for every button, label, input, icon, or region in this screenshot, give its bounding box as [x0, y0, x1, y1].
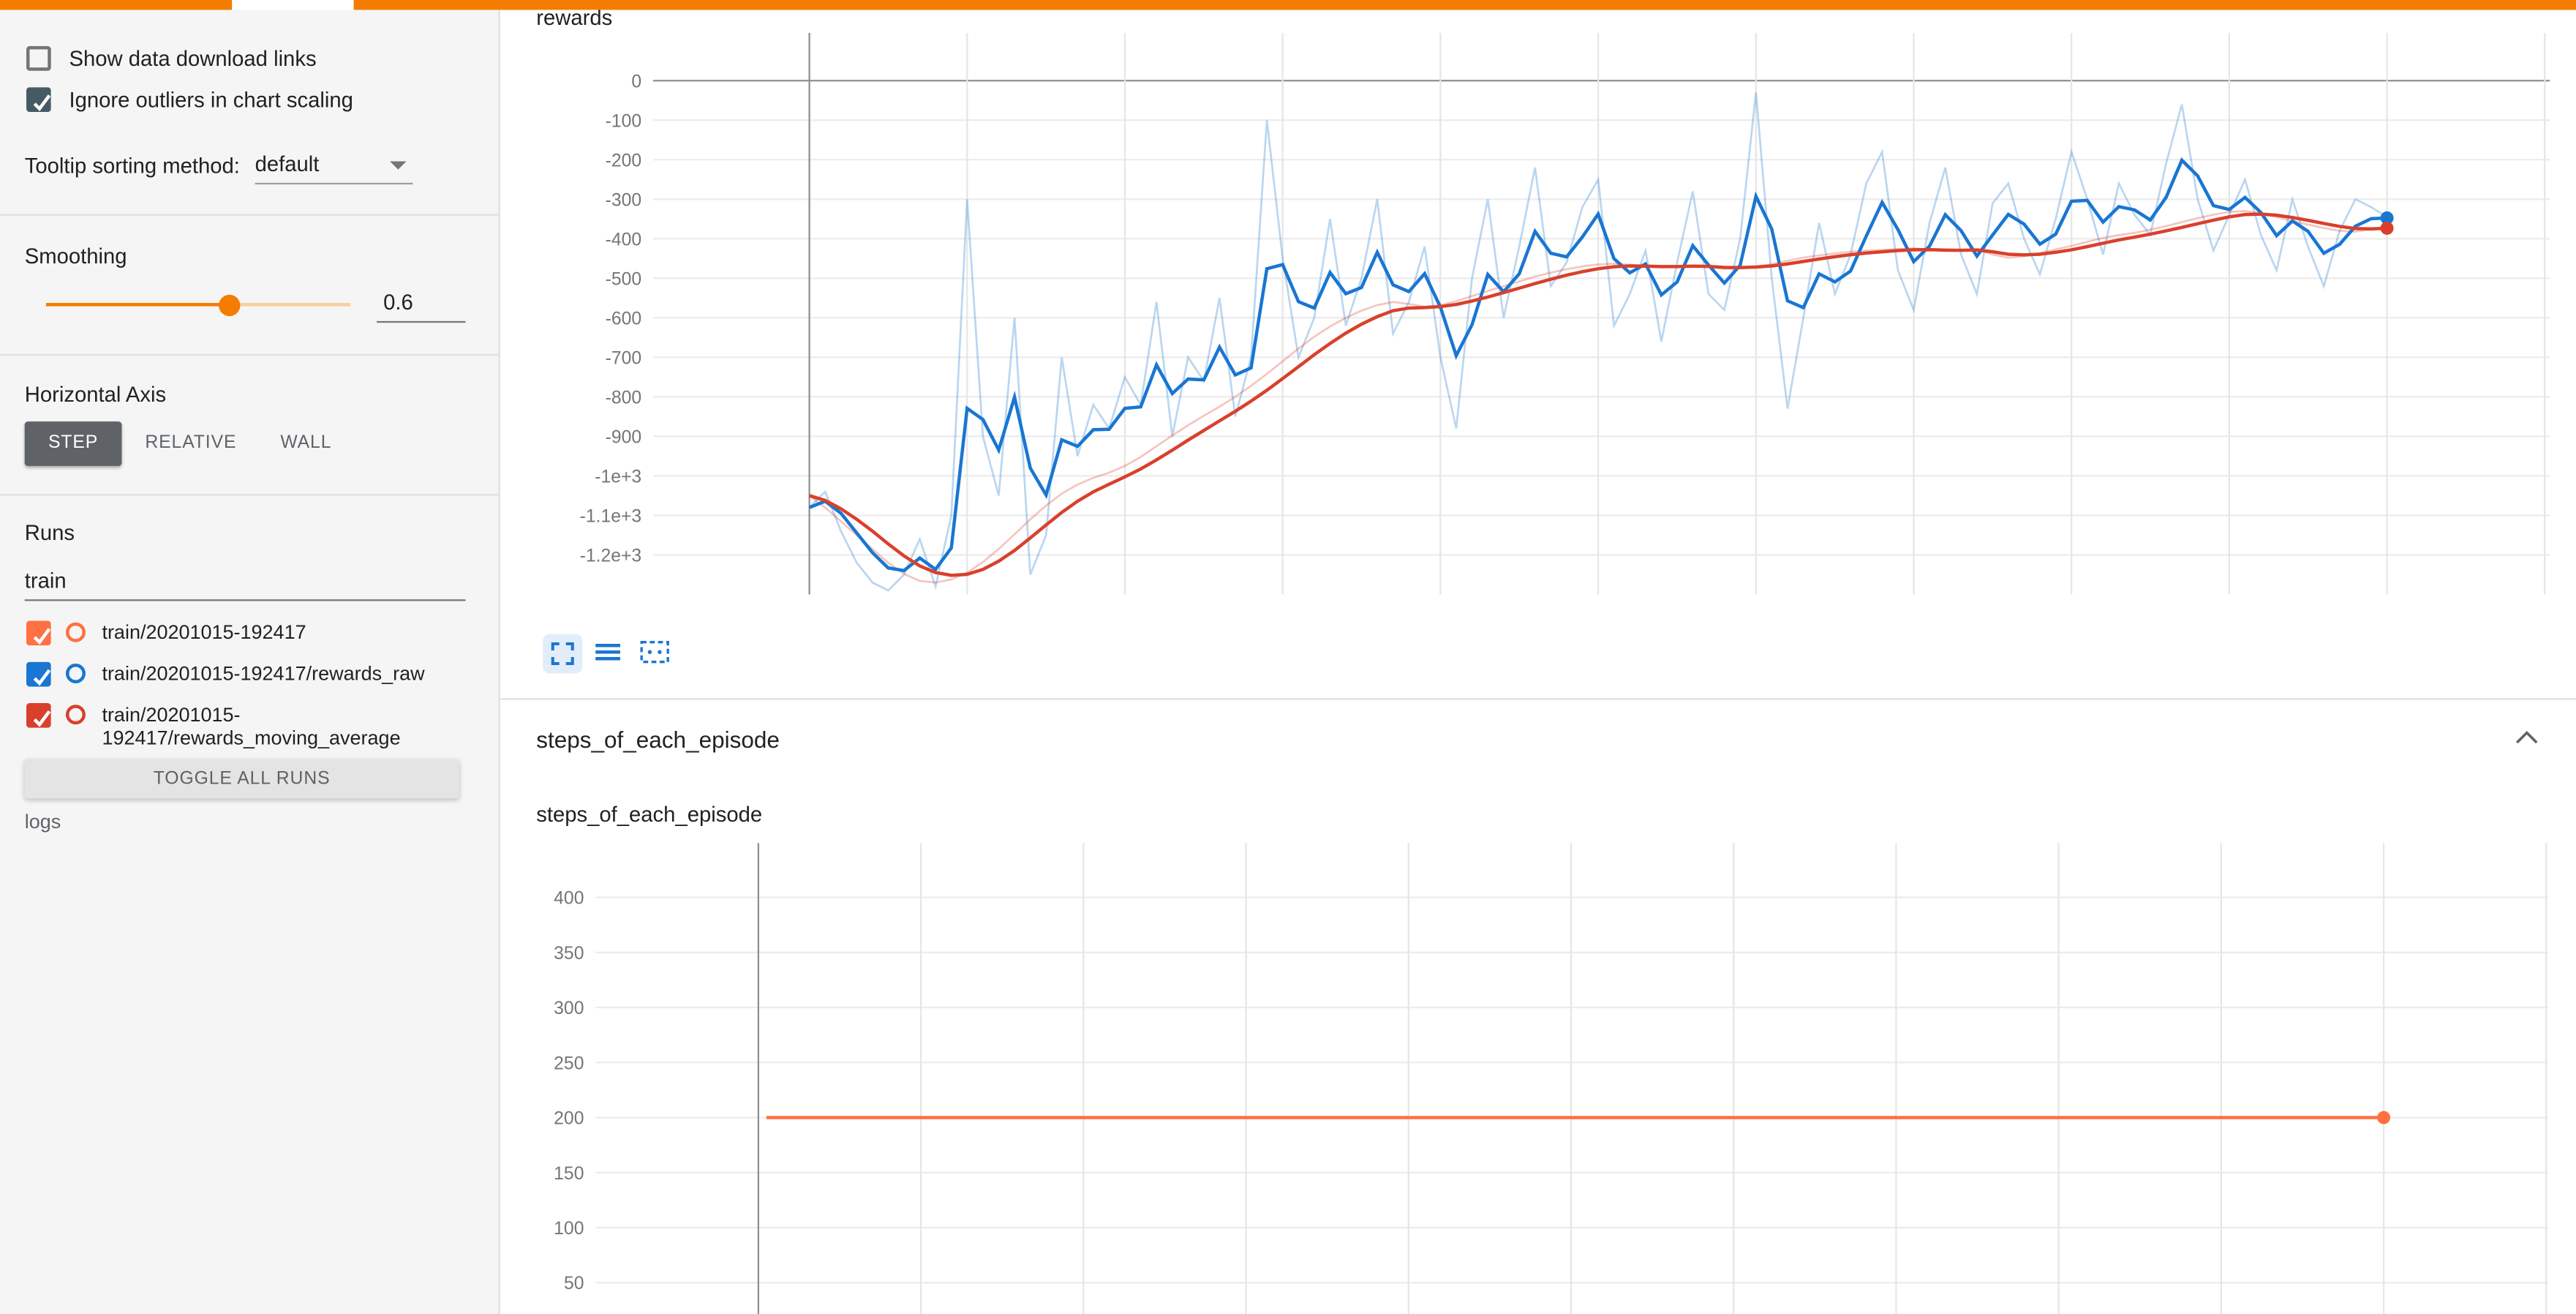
divider — [0, 353, 499, 356]
steps-chart[interactable]: 400 350 300 250 200 150 100 50 — [523, 832, 2563, 1314]
tooltip-sorting-value: default — [255, 151, 320, 176]
checkbox-label: Show data download links — [69, 46, 317, 71]
series-end-dot — [2377, 1111, 2391, 1125]
section-divider — [500, 698, 2576, 700]
y-tick-label: -700 — [606, 348, 642, 368]
run-visibility-checkbox[interactable] — [26, 661, 51, 687]
series-line — [808, 212, 2387, 577]
run-row[interactable]: train/20201015-192417/rewards_moving_ave… — [0, 702, 499, 758]
show-data-download-links-checkbox[interactable] — [26, 46, 51, 71]
run-selector-button[interactable] — [594, 640, 630, 670]
run-color-swatch[interactable] — [65, 663, 86, 683]
ignore-outliers-checkbox[interactable] — [26, 87, 51, 113]
check-icon — [33, 94, 51, 111]
checkbox-label: Ignore outliers in chart scaling — [69, 87, 353, 113]
y-tick-label: -600 — [606, 309, 642, 328]
rewards-chart[interactable]: 0 -100 -200 -300 -400 -500 -600 -700 -800 -900 -1e… — [523, 26, 2563, 606]
run-row[interactable]: train/20201015-192417 — [0, 619, 499, 652]
dropdown-arrow-icon — [390, 161, 407, 170]
expand-chart-button[interactable] — [543, 634, 583, 674]
settings-sidebar: Show data download links Ignore outliers… — [0, 10, 500, 1314]
show-data-download-links-row: Show data download links — [0, 46, 499, 72]
y-tick-label: 150 — [554, 1164, 584, 1184]
smoothing-value-input[interactable]: 0.6 — [377, 287, 466, 323]
smoothing-label: Smoothing — [24, 244, 127, 269]
steps-chart-title: steps_of_each_episode — [536, 802, 763, 827]
run-visibility-checkbox[interactable] — [26, 703, 51, 728]
run-row[interactable]: train/20201015-192417/rewards_raw — [0, 660, 499, 693]
check-icon — [33, 669, 51, 686]
main-content: rewards 0 -100 -200 -300 -400 -500 -600 -700 -80… — [500, 0, 2576, 1314]
series-raw-line — [808, 92, 2388, 592]
y-tick-label: -900 — [606, 427, 642, 447]
fullscreen-icon — [551, 642, 574, 666]
horizontal-axis-label: Horizontal Axis — [24, 382, 167, 407]
header-tab-notch — [232, 0, 354, 10]
run-label: train/20201015-192417/rewards_moving_ave… — [102, 703, 401, 750]
toggle-all-runs-button[interactable]: TOGGLE ALL RUNS — [24, 759, 459, 799]
logs-path-label: logs — [24, 810, 61, 833]
ignore-outliers-row: Ignore outliers in chart scaling — [0, 87, 499, 113]
y-tick-label: 50 — [564, 1274, 584, 1294]
smoothing-slider-thumb[interactable] — [219, 294, 241, 317]
series-raw-line — [808, 210, 2387, 584]
run-visibility-checkbox[interactable] — [26, 620, 51, 646]
y-tick-label: -200 — [606, 151, 642, 170]
axis-step-button[interactable]: STEP — [24, 421, 122, 466]
divider — [0, 494, 499, 496]
data-lines-icon — [595, 643, 620, 661]
tooltip-sorting-label: Tooltip sorting method: — [24, 153, 240, 179]
section-title: steps_of_each_episode — [536, 726, 780, 753]
axis-wall-button[interactable]: WALL — [280, 432, 332, 453]
y-tick-label: -100 — [606, 111, 642, 131]
y-tick-label: 100 — [554, 1219, 584, 1239]
y-tick-label: -1.1e+3 — [580, 506, 642, 526]
run-color-swatch[interactable] — [65, 622, 86, 642]
run-label: train/20201015-192417 — [102, 620, 306, 644]
y-tick-label: -400 — [606, 230, 642, 249]
check-icon — [33, 628, 51, 645]
fit-domain-button[interactable] — [640, 640, 676, 670]
y-tick-label: -800 — [606, 388, 642, 408]
series-end-dot — [2380, 221, 2394, 235]
series-end-dot — [2380, 211, 2394, 225]
y-tick-label: 250 — [554, 1054, 584, 1073]
series-line — [808, 157, 2387, 573]
check-icon — [33, 710, 51, 727]
runs-filter-input[interactable] — [24, 560, 466, 601]
y-tick-label: 350 — [554, 944, 584, 964]
chevron-up-icon — [2516, 730, 2538, 744]
y-tick-label: 300 — [554, 999, 584, 1018]
y-tick-label: -300 — [606, 190, 642, 210]
smoothing-slider-fill — [45, 303, 229, 307]
divider — [0, 214, 499, 216]
y-tick-label: 200 — [554, 1109, 584, 1129]
y-tick-label: -500 — [606, 269, 642, 289]
tooltip-sorting-dropdown[interactable]: default — [255, 149, 413, 185]
y-tick-label: -1.2e+3 — [580, 546, 642, 566]
runs-label: Runs — [24, 520, 75, 545]
header-bar — [0, 0, 2576, 10]
y-tick-label: -1e+3 — [595, 467, 641, 487]
collapse-section-button[interactable] — [2514, 727, 2543, 753]
y-tick-label: 0 — [631, 72, 641, 91]
axis-relative-button[interactable]: RELATIVE — [145, 432, 237, 453]
y-tick-label: 400 — [554, 889, 584, 909]
run-color-swatch[interactable] — [65, 705, 86, 725]
fit-selection-icon — [640, 641, 669, 664]
run-label: train/20201015-192417/rewards_raw — [102, 661, 425, 686]
